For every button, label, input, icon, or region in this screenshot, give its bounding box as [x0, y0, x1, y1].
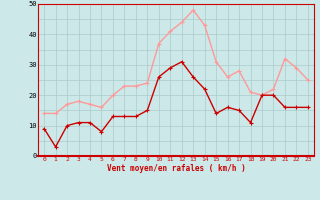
X-axis label: Vent moyen/en rafales ( km/h ): Vent moyen/en rafales ( km/h )	[107, 164, 245, 173]
